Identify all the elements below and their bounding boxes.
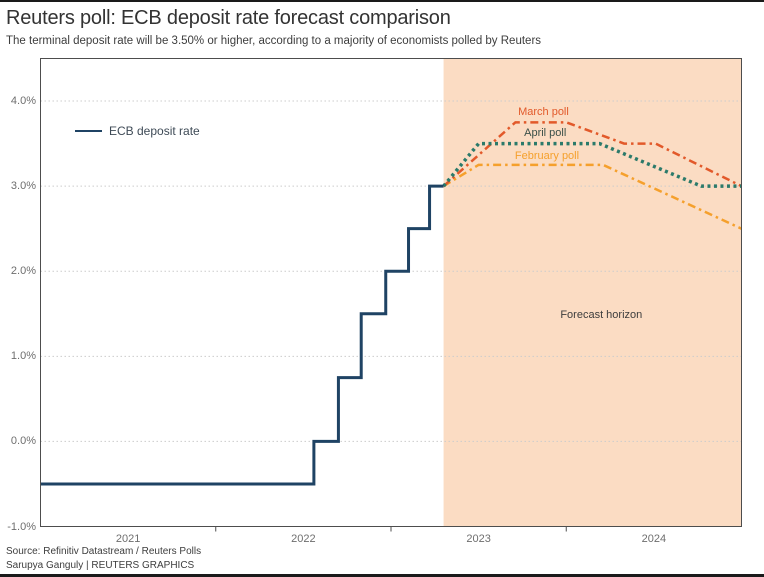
legend-ecb-deposit-rate: ECB deposit rate bbox=[75, 124, 200, 138]
march-poll-label: March poll bbox=[518, 106, 569, 119]
x-axis-label: 2022 bbox=[291, 533, 316, 545]
series-line-march-poll bbox=[442, 121, 743, 188]
bottom-border-rule bbox=[0, 574, 764, 577]
series-line-february-poll bbox=[442, 163, 743, 230]
series-line-april-poll bbox=[442, 141, 742, 188]
legend-line-swatch bbox=[75, 130, 102, 132]
top-border-rule bbox=[0, 0, 764, 2]
y-axis-label: 4.0% bbox=[10, 95, 36, 108]
february-poll-label: February poll bbox=[514, 150, 580, 163]
y-axis-label: 1.0% bbox=[10, 350, 36, 363]
forecast-horizon-label: Forecast horizon bbox=[560, 308, 643, 321]
series-line-ecb-deposit-rate bbox=[40, 184, 444, 486]
y-axis-label: 3.0% bbox=[10, 180, 36, 193]
y-axis-label: 0.0% bbox=[10, 435, 36, 448]
page-subtitle: The terminal deposit rate will be 3.50% … bbox=[6, 35, 542, 47]
x-axis-label: 2021 bbox=[115, 533, 141, 545]
page-title: Reuters poll: ECB deposit rate forecast … bbox=[6, 7, 451, 29]
credit-line: Sarupya Ganguly | REUTERS GRAPHICS bbox=[6, 560, 195, 571]
y-axis-label: 2.0% bbox=[10, 265, 36, 278]
source-line: Source: Refinitiv Datastream / Reuters P… bbox=[6, 546, 202, 557]
legend-label: ECB deposit rate bbox=[109, 124, 200, 138]
april-poll-label: April poll bbox=[524, 127, 567, 140]
x-axis-label: 2023 bbox=[466, 533, 491, 545]
x-axis-label: 2024 bbox=[641, 533, 667, 545]
forecast-region bbox=[443, 58, 742, 527]
y-axis-label: -1.0% bbox=[7, 520, 36, 533]
